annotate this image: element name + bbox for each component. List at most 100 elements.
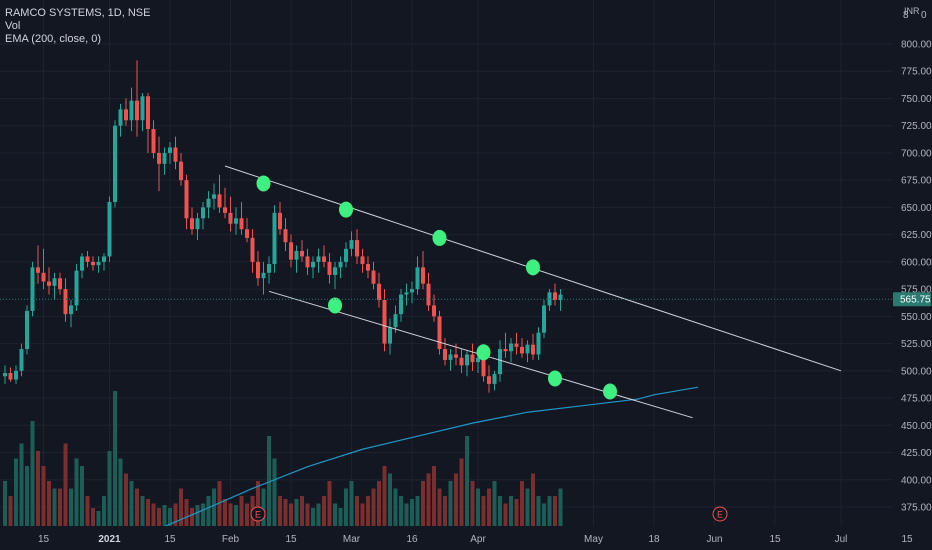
volume-bar xyxy=(553,496,557,526)
volume-bar xyxy=(113,391,117,526)
volume-bar xyxy=(36,451,40,526)
candle-body xyxy=(377,283,381,301)
volume-bar xyxy=(476,488,480,526)
volume-bar xyxy=(212,488,216,526)
volume-bar xyxy=(525,488,530,526)
candle-body xyxy=(140,96,145,121)
trendlines[interactable] xyxy=(224,165,842,419)
volume-bar xyxy=(520,481,524,526)
price-tick-label: 425.00 xyxy=(901,448,932,459)
volume-bar xyxy=(118,458,123,526)
time-tick-label: 2021 xyxy=(98,534,121,545)
candle-body xyxy=(459,357,464,366)
candle-body xyxy=(146,96,150,129)
candle-body xyxy=(305,256,310,268)
candle-body xyxy=(333,267,337,275)
candle-body xyxy=(498,349,502,375)
candle-body xyxy=(195,218,200,230)
candle-body xyxy=(8,373,13,380)
candle-body xyxy=(503,349,508,352)
volume-bar xyxy=(278,496,282,526)
candle-body xyxy=(157,152,161,164)
candle-body xyxy=(443,349,447,360)
volume-legend[interactable]: Vol xyxy=(5,20,21,32)
volume-bar xyxy=(140,496,145,526)
candle-body xyxy=(344,248,348,262)
price-tick-label: 775.00 xyxy=(901,67,932,78)
candle-body xyxy=(558,294,563,301)
candle-body xyxy=(421,267,425,284)
volume-bar xyxy=(267,436,271,526)
symbol-title[interactable]: RAMCO SYSTEMS, 1D, NSE xyxy=(5,7,151,19)
candle-body xyxy=(25,310,29,350)
candle-body xyxy=(184,180,189,219)
volume-bar xyxy=(239,496,244,526)
candle-body xyxy=(118,109,123,126)
candle-body xyxy=(173,147,178,162)
candle-body xyxy=(432,305,436,317)
ema-legend[interactable]: EMA (200, close, 0) xyxy=(5,33,101,45)
earnings-marker xyxy=(250,506,266,522)
time-tick-label: 15 xyxy=(285,534,297,545)
volume-bar xyxy=(311,508,315,526)
candle-body xyxy=(388,327,392,344)
volume-bar xyxy=(228,503,233,526)
volume-bar xyxy=(558,488,563,526)
volume-bar xyxy=(168,508,172,526)
time-axis[interactable]: 15202115Feb15Mar16AprMay18Jun15Jul15Aug xyxy=(0,526,932,550)
volume-bar xyxy=(470,481,475,526)
candle-body xyxy=(470,354,475,363)
candle-body xyxy=(74,270,79,306)
volume-bar xyxy=(135,488,139,526)
volume-bar xyxy=(481,496,486,526)
price-axis[interactable]: 375.00 400.00 425.00 450.00 475.00 500.00 525.… xyxy=(893,0,932,550)
candle-body xyxy=(151,128,156,153)
price-tick-label: 600.00 xyxy=(901,257,932,268)
volume-bar xyxy=(85,496,90,526)
volume-bar xyxy=(415,496,420,526)
candle-body xyxy=(520,346,524,354)
time-tick-label: 15 xyxy=(164,534,176,545)
earnings-marker-label: E xyxy=(255,510,261,520)
volume-bar xyxy=(531,473,535,526)
volume-bar xyxy=(432,466,436,526)
volume-bar xyxy=(322,496,326,526)
volume-bar xyxy=(410,499,414,526)
volume-bar xyxy=(300,496,304,526)
candle-body xyxy=(487,376,491,384)
candle-body xyxy=(481,357,486,377)
volume-bar xyxy=(327,481,332,526)
volume-bar xyxy=(157,508,161,526)
price-tick-label: 525.00 xyxy=(901,339,932,350)
price-tick-label: 700.00 xyxy=(901,148,932,159)
volume-bar xyxy=(272,458,277,526)
volume-bar xyxy=(498,496,502,526)
price-tick-label: 575.00 xyxy=(901,285,932,296)
volume-bar xyxy=(393,488,398,526)
candle-body xyxy=(135,100,139,121)
volume-bar xyxy=(52,488,57,526)
candle-body xyxy=(217,194,222,208)
candle-body xyxy=(107,201,112,257)
candle-body xyxy=(52,278,57,286)
volume-bar xyxy=(404,503,409,526)
price-tick-label: 375.00 xyxy=(901,503,932,514)
touch-marker xyxy=(432,229,447,246)
volume-bars xyxy=(3,391,563,526)
candle-body xyxy=(311,261,315,268)
candle-body xyxy=(371,270,376,284)
volume-bar xyxy=(382,466,387,526)
volume-bar xyxy=(151,503,156,526)
chart-legend: RAMCO SYSTEMS, 1D, NSE Vol EMA (200, clo… xyxy=(5,7,150,46)
volume-bar xyxy=(509,496,513,526)
volume-bar xyxy=(454,473,458,526)
volume-bar xyxy=(58,488,62,526)
time-tick-label: May xyxy=(584,534,603,545)
volume-bar xyxy=(377,481,381,526)
time-tick-label: Jul xyxy=(835,534,848,545)
price-tick-label: 550.00 xyxy=(901,312,932,323)
price-tick-label: 675.00 xyxy=(901,176,932,187)
candle-body xyxy=(80,256,84,271)
